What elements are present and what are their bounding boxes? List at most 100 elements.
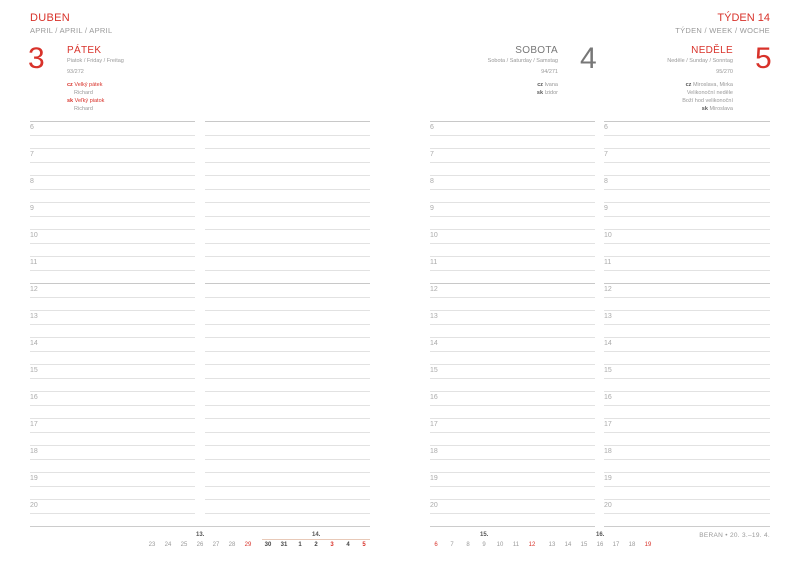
half-hour-rule (205, 431, 370, 433)
hour-label: 17 (30, 421, 38, 428)
hour-label: 12 (604, 286, 612, 293)
hour-label: 13 (30, 313, 38, 320)
hour-rule (604, 256, 770, 257)
hour-label: 19 (430, 475, 438, 482)
half-hour-rule (430, 350, 595, 352)
calendar-day: 25 (180, 542, 188, 548)
half-hour-rule (205, 377, 370, 379)
hour-rule (205, 283, 370, 284)
calendar-day: 11 (512, 542, 520, 548)
day-name-sunday: NEDĚLE (691, 45, 733, 56)
half-hour-rule (205, 134, 370, 136)
hour-rule (30, 229, 195, 230)
hour-label: 20 (430, 502, 438, 509)
holiday-cz: cz Velký pátek Richard (67, 81, 102, 97)
hour-rule (30, 445, 195, 446)
hour-rule (30, 364, 195, 365)
hour-label: 12 (30, 286, 38, 293)
friday-column-b[interactable] (205, 121, 370, 526)
bottom-rule-right-a (430, 526, 595, 527)
hour-rule (205, 418, 370, 419)
cz-holiday-2: Boží hod velikonoční (682, 98, 733, 104)
hour-rule (205, 337, 370, 338)
day-name-saturday: SOBOTA (515, 45, 558, 56)
half-hour-rule (604, 134, 770, 136)
calendar-day: 17 (612, 542, 620, 548)
half-hour-rule (604, 188, 770, 190)
half-hour-rule (205, 188, 370, 190)
half-hour-rule (30, 134, 195, 136)
half-hour-rule (205, 404, 370, 406)
hour-rule (604, 391, 770, 392)
half-hour-rule (30, 161, 195, 163)
cz-holiday: Velikonoční neděle (686, 90, 733, 96)
calendar-day: 18 (628, 542, 636, 548)
half-hour-rule (30, 485, 195, 487)
hour-rule (205, 148, 370, 149)
hour-rule (30, 148, 195, 149)
hour-label: 16 (30, 394, 38, 401)
current-week-rule (262, 539, 370, 540)
bottom-rule-right-b (604, 526, 770, 527)
hour-label: 8 (30, 178, 34, 185)
half-hour-rule (205, 215, 370, 217)
hour-label: 8 (604, 178, 608, 185)
sk-label: sk (701, 106, 708, 112)
half-hour-rule (430, 269, 595, 271)
saturday-column[interactable]: 6 7 8 9 10 11 12 13 14 15 16 17 18 19 20 (430, 121, 595, 526)
calendar-day: 14 (564, 542, 572, 548)
hour-rule (430, 256, 595, 257)
day-name-friday: PÁTEK (67, 45, 102, 56)
hour-rule (604, 121, 770, 122)
hour-label: 17 (604, 421, 612, 428)
cz-holiday: Velký pátek (74, 82, 103, 88)
hour-rule (205, 472, 370, 473)
day-translations-saturday: Sobota / Saturday / Samstag (487, 58, 558, 64)
hour-rule (604, 229, 770, 230)
calendar-day: 9 (482, 542, 486, 548)
hour-label: 14 (30, 340, 38, 347)
calendar-day: 23 (148, 542, 156, 548)
calendar-day: 28 (228, 542, 236, 548)
calendar-day: 16 (596, 542, 604, 548)
hour-rule (205, 121, 370, 122)
day-number-saturday: 4 (580, 42, 597, 75)
day-number-friday: 3 (28, 42, 45, 75)
hour-rule (430, 202, 595, 203)
sk-nameday: Izidor (544, 90, 558, 96)
friday-column-a[interactable]: 6 7 8 9 10 11 12 13 14 15 16 17 18 19 20 (30, 121, 195, 526)
half-hour-rule (30, 242, 195, 244)
half-hour-rule (604, 404, 770, 406)
hour-label: 16 (430, 394, 438, 401)
hour-label: 9 (30, 205, 34, 212)
hour-rule (430, 175, 595, 176)
hour-rule (604, 445, 770, 446)
calendar-day: 8 (466, 542, 470, 548)
hour-rule (430, 148, 595, 149)
half-hour-rule (430, 323, 595, 325)
half-hour-rule (430, 431, 595, 433)
hour-rule (205, 256, 370, 257)
hour-rule (205, 202, 370, 203)
hour-rule (205, 364, 370, 365)
calendar-day: 31 (280, 542, 288, 548)
hour-rule (430, 499, 595, 500)
cz-nameday: Ivana (544, 82, 558, 88)
hour-label: 14 (604, 340, 612, 347)
half-hour-rule (430, 161, 595, 163)
half-hour-rule (30, 188, 195, 190)
half-hour-rule (205, 242, 370, 244)
calendar-day: 30 (264, 542, 272, 548)
hour-label: 7 (430, 151, 434, 158)
hour-rule (604, 337, 770, 338)
hour-label: 15 (604, 367, 612, 374)
hour-label: 16 (604, 394, 612, 401)
half-hour-rule (430, 512, 595, 514)
half-hour-rule (30, 512, 195, 514)
half-hour-rule (430, 188, 595, 190)
calendar-day: 15 (580, 542, 588, 548)
sunday-column[interactable]: 6 7 8 9 10 11 12 13 14 15 16 17 18 19 20 (604, 121, 770, 526)
hour-label: 20 (604, 502, 612, 509)
day-of-year-friday: 93/272 (67, 69, 84, 75)
hour-label: 10 (604, 232, 612, 239)
